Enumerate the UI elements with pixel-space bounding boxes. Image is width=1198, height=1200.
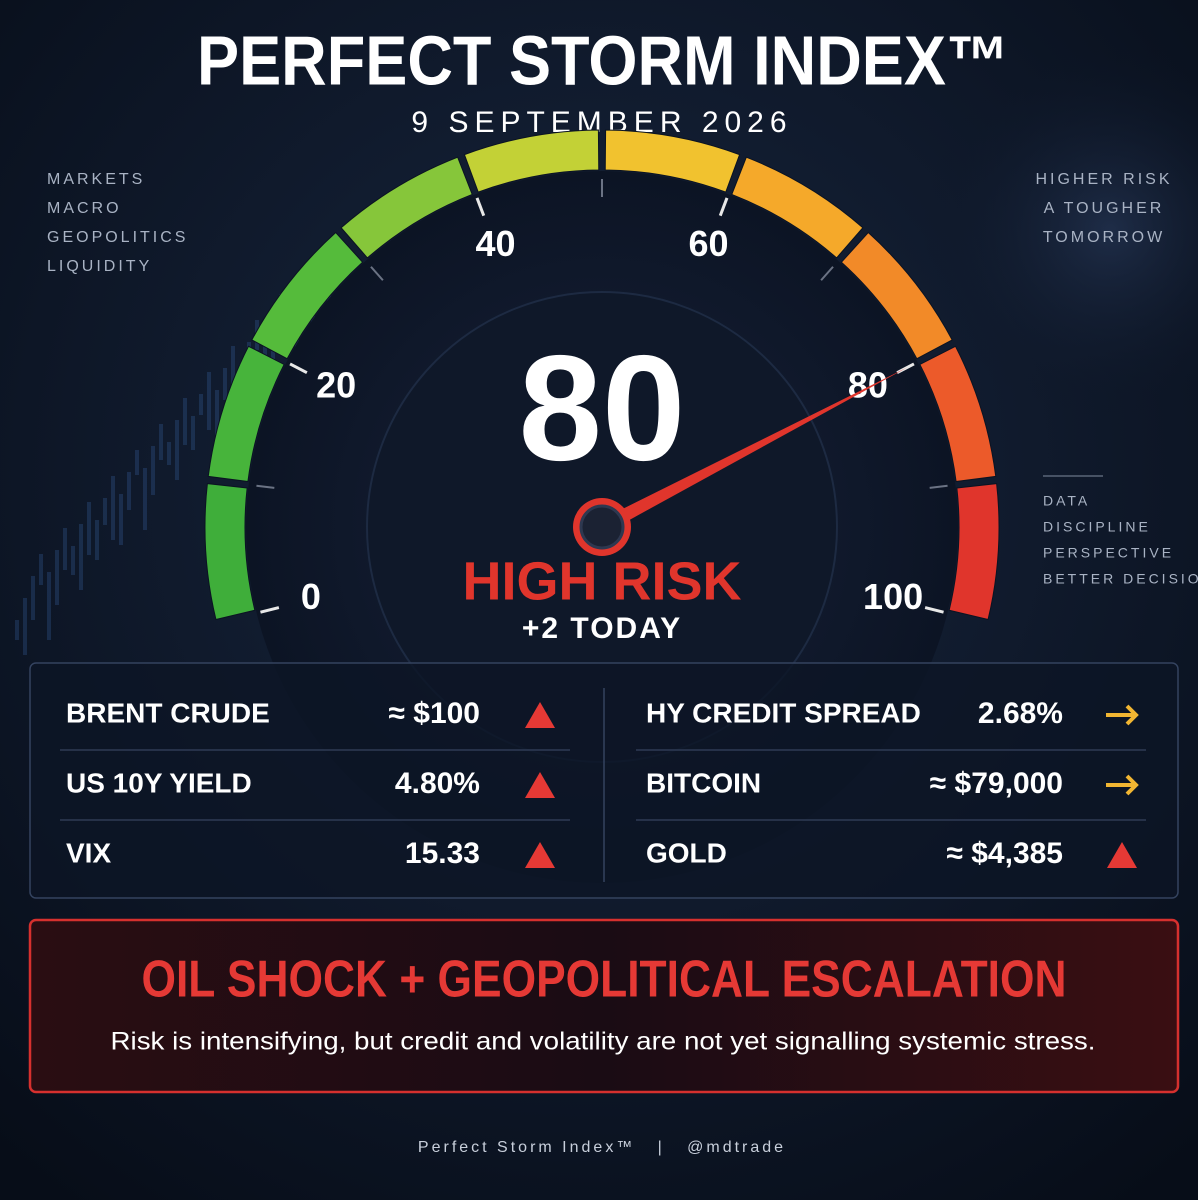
candle [159, 424, 163, 460]
trend-up-icon [1107, 842, 1137, 868]
candle [111, 476, 115, 540]
side-note: MACRO [47, 200, 122, 217]
side-note: MARKETS [47, 171, 145, 188]
footer: Perfect Storm Index™ | @mdtrade [418, 1139, 786, 1156]
banner-text: Risk is intensifying, but credit and vol… [111, 1028, 1096, 1056]
candle [71, 546, 75, 575]
candle [55, 550, 59, 605]
side-note: BETTER DECISIONS [1043, 571, 1198, 587]
side-note: TOMORROW [1043, 229, 1165, 246]
trend-flat-icon [1106, 704, 1139, 726]
candle [183, 398, 187, 445]
candle [63, 528, 67, 570]
indicator-name: VIX [66, 837, 111, 868]
gauge-segment [463, 129, 600, 193]
tick-label: 0 [301, 576, 321, 617]
candle [199, 394, 203, 415]
tick-label: 100 [863, 576, 923, 617]
side-note: PERSPECTIVE [1043, 545, 1174, 561]
candle [31, 576, 35, 620]
indicator-value: ≈ $4,385 [946, 837, 1063, 870]
trend-up-icon [525, 772, 555, 798]
indicator-name: HY CREDIT SPREAD [646, 697, 921, 728]
candle [151, 446, 155, 495]
globe-decoration [920, 40, 1198, 420]
banner [28, 918, 1180, 1094]
candle [135, 450, 139, 475]
candle [15, 620, 19, 640]
tick-label: 40 [475, 223, 515, 264]
banner-headline: OIL SHOCK + GEOPOLITICAL ESCALATION [142, 951, 1067, 1009]
change: +2 TODAY [522, 612, 682, 645]
minor-tick [929, 484, 948, 489]
side-note: HIGHER RISK [1035, 171, 1172, 188]
side-note: LIQUIDITY [47, 258, 152, 275]
indicator-name: BITCOIN [646, 767, 761, 798]
status: HIGH RISK [462, 551, 741, 611]
candle [103, 498, 107, 525]
candle [119, 494, 123, 545]
candle [175, 420, 179, 480]
trend-flat-icon [1106, 774, 1139, 796]
tick-mark [289, 362, 308, 375]
candle [191, 416, 195, 450]
minor-tick [256, 484, 275, 489]
candle [143, 468, 147, 530]
tick-mark [924, 606, 944, 614]
gauge-value: 80 [519, 324, 686, 492]
side-note: GEOPOLITICS [47, 229, 188, 246]
tick-label: 80 [848, 365, 888, 406]
indicator-value: ≈ $100 [388, 697, 480, 730]
gauge-segment [340, 156, 473, 259]
indicator-value: ≈ $79,000 [930, 767, 1063, 800]
candle [23, 598, 27, 655]
tick-mark [260, 606, 280, 614]
candle [47, 572, 51, 640]
indicators: BRENT CRUDE ≈ $100 US 10Y YIELD 4.80% VIX 15.… [60, 697, 1146, 870]
trend-up-icon [525, 702, 555, 728]
minor-tick [370, 266, 384, 281]
candle [87, 502, 91, 555]
candle [167, 442, 171, 465]
minor-tick [820, 266, 834, 281]
tick-mark [475, 197, 486, 217]
gauge-segment [604, 129, 741, 193]
gauge-segment [731, 156, 864, 259]
title: PERFECT STORM INDEX™ [197, 21, 1009, 99]
gauge-segment [204, 483, 256, 621]
side-note: DISCIPLINE [1043, 519, 1151, 535]
needle-hub [579, 504, 625, 550]
tick-mark [718, 197, 729, 217]
tick-label: 20 [316, 365, 356, 406]
gauge-segment [840, 231, 953, 360]
candle [207, 372, 211, 430]
side-note: DATA [1043, 493, 1090, 509]
gauge-segment [251, 231, 364, 360]
indicator-value: 4.80% [395, 767, 480, 800]
indicator-value: 2.68% [978, 697, 1063, 730]
tick-label: 60 [689, 223, 729, 264]
gauge-segment [207, 345, 285, 483]
gauge-segment [948, 483, 1000, 621]
candle [79, 524, 83, 590]
candle [127, 472, 131, 510]
gauge-segment [919, 345, 997, 483]
date: 9 SEPTEMBER 2026 [411, 106, 792, 139]
indicator-value: 15.33 [405, 837, 480, 870]
indicator-name: BRENT CRUDE [66, 697, 270, 728]
candle [95, 520, 99, 560]
needle [598, 367, 908, 534]
indicator-name: US 10Y YIELD [66, 767, 252, 798]
candle [39, 554, 43, 585]
candle [215, 390, 219, 435]
side-note: A TOUGHER [1044, 200, 1165, 217]
trend-up-icon [525, 842, 555, 868]
candle [223, 368, 227, 400]
indicator-name: GOLD [646, 837, 727, 868]
